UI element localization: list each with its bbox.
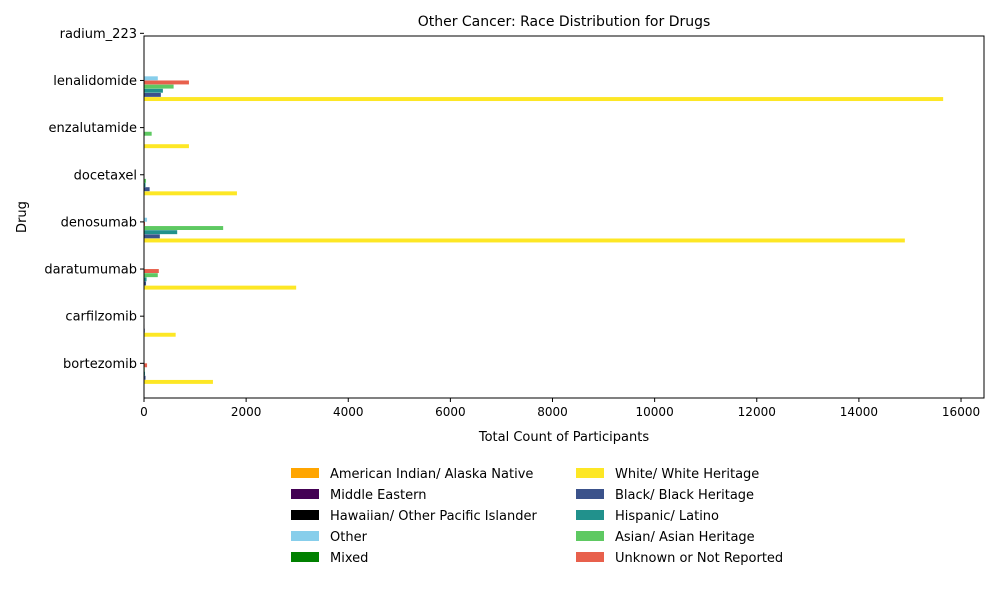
legend-swatch bbox=[576, 531, 604, 541]
legend-label: Hawaiian/ Other Pacific Islander bbox=[330, 509, 537, 524]
bar-carfilzomib-white-white-heritage bbox=[144, 332, 176, 337]
bar-bortezomib-white-white-heritage bbox=[144, 379, 213, 384]
bar-enzalutamide-white-white-heritage bbox=[144, 144, 189, 149]
legend-label: Mixed bbox=[330, 551, 368, 566]
bar-lenalidomide-black-black-heritage bbox=[144, 92, 161, 97]
bar-lenalidomide-white-white-heritage bbox=[144, 97, 944, 102]
bar-docetaxel-asian-asian-heritage bbox=[144, 178, 147, 183]
bar-denosumab-unknown-or-not-reported bbox=[144, 221, 146, 226]
legend-label: Black/ Black Heritage bbox=[615, 488, 754, 503]
bar-lenalidomide-asian-asian-heritage bbox=[144, 84, 174, 89]
bar-daratumumab-white-white-heritage bbox=[144, 285, 297, 290]
plot-area bbox=[144, 59, 944, 384]
x-axis: 0 2000 4000 6000 8000 10000 12000 14000 16000 bbox=[140, 398, 980, 419]
x-tick-label: 12000 bbox=[738, 405, 776, 419]
y-axis-label: Drug bbox=[15, 201, 30, 233]
bar-denosumab-asian-asian-heritage bbox=[144, 226, 224, 230]
y-tick-label: docetaxel bbox=[74, 168, 137, 183]
bar-enzalutamide-asian-asian-heritage bbox=[144, 131, 152, 136]
bar-daratumumab-black-black-heritage bbox=[144, 281, 147, 286]
chart-title: Other Cancer: Race Distribution for Drug… bbox=[418, 14, 711, 30]
y-axis: bortezomib carfilzomib daratumumab denosuma… bbox=[44, 27, 144, 372]
legend-label: White/ White Heritage bbox=[615, 467, 759, 482]
x-tick-label: 14000 bbox=[840, 405, 878, 419]
bar-denosumab-other bbox=[144, 217, 148, 222]
legend-swatch bbox=[576, 468, 604, 478]
legend-label: Asian/ Asian Heritage bbox=[615, 530, 755, 545]
legend-swatch bbox=[291, 531, 319, 541]
plot-frame bbox=[143, 35, 985, 399]
bar-denosumab-white-white-heritage bbox=[144, 238, 905, 243]
legend-swatch bbox=[291, 552, 319, 562]
bar-docetaxel-black-black-heritage bbox=[144, 187, 150, 192]
y-tick-label: bortezomib bbox=[63, 357, 137, 372]
x-tick-label: 6000 bbox=[435, 405, 466, 419]
legend-swatch bbox=[291, 510, 319, 520]
bar-bortezomib-black-black-heritage bbox=[144, 375, 146, 380]
y-tick-label: radium_223 bbox=[60, 27, 137, 42]
x-tick-label: 8000 bbox=[537, 405, 568, 419]
legend-swatch bbox=[576, 489, 604, 499]
bar-bortezomib-hispanic-latino bbox=[144, 371, 146, 376]
x-axis-label: Total Count of Participants bbox=[478, 430, 649, 445]
y-tick-label: enzalutamide bbox=[49, 121, 137, 136]
legend-swatch bbox=[291, 468, 319, 478]
bar-docetaxel-white-white-heritage bbox=[144, 191, 237, 196]
legend-label: Other bbox=[330, 530, 368, 545]
x-tick-label: 16000 bbox=[942, 405, 980, 419]
bar-bortezomib-unknown-or-not-reported bbox=[144, 363, 148, 368]
y-tick-label: denosumab bbox=[61, 215, 137, 230]
x-tick-label: 2000 bbox=[231, 405, 262, 419]
bar-daratumumab-hispanic-latino bbox=[144, 277, 147, 282]
bar-denosumab-hispanic-latino bbox=[144, 230, 178, 235]
y-tick-label: carfilzomib bbox=[65, 310, 137, 325]
legend-swatch bbox=[576, 552, 604, 562]
legend-swatch bbox=[576, 510, 604, 520]
bar-daratumumab-asian-asian-heritage bbox=[144, 273, 158, 278]
bar-daratumumab-unknown-or-not-reported bbox=[144, 269, 159, 273]
legend-label: Unknown or Not Reported bbox=[615, 551, 783, 566]
bar-docetaxel-hispanic-latino bbox=[144, 183, 146, 187]
x-tick-label: 10000 bbox=[636, 405, 674, 419]
bar-lenalidomide-hispanic-latino bbox=[144, 88, 163, 93]
bar-lenalidomide-other bbox=[144, 76, 158, 81]
legend-swatch bbox=[291, 489, 319, 499]
legend-label: Hispanic/ Latino bbox=[615, 509, 719, 524]
legend-label: American Indian/ Alaska Native bbox=[330, 467, 533, 482]
x-tick-label: 4000 bbox=[333, 405, 364, 419]
y-tick-label: daratumumab bbox=[44, 263, 137, 278]
y-tick-label: lenalidomide bbox=[53, 74, 137, 89]
x-tick-label: 0 bbox=[140, 405, 148, 419]
legend: American Indian/ Alaska Native Middle Eas… bbox=[291, 467, 783, 566]
legend-label: Middle Eastern bbox=[330, 488, 426, 503]
bar-denosumab-black-black-heritage bbox=[144, 234, 160, 239]
bar-lenalidomide-unknown-or-not-reported bbox=[144, 80, 189, 85]
